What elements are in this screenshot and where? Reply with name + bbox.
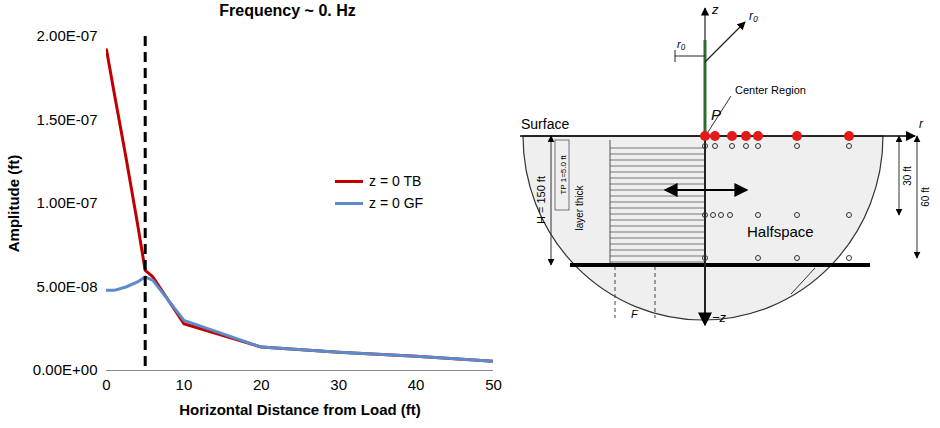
svg-text:r: r [919, 117, 924, 131]
svg-text:0.00E+00: 0.00E+00 [33, 361, 98, 378]
svg-text:0: 0 [102, 376, 110, 393]
svg-text:F: F [631, 308, 639, 320]
svg-text:2.00E-07: 2.00E-07 [37, 27, 98, 44]
svg-text:10: 10 [176, 376, 193, 393]
svg-text:5.00E-08: 5.00E-08 [37, 278, 98, 295]
svg-text:TP 1=5.0 ft: TP 1=5.0 ft [559, 155, 568, 195]
html-text:z = 0 TB: z = 0 TB [369, 173, 422, 189]
svg-text:20: 20 [253, 376, 270, 393]
svg-text:Center Region: Center Region [735, 84, 806, 96]
svg-text:z: z [711, 2, 719, 17]
svg-text:H = 150 ft: H = 150 ft [535, 176, 547, 224]
svg-text:1.50E-07: 1.50E-07 [37, 111, 98, 128]
svg-text:−z: −z [712, 310, 727, 325]
svg-text:P: P [711, 106, 721, 123]
svg-text:layer thick: layer thick [574, 184, 585, 230]
svg-text:40: 40 [408, 376, 425, 393]
html-text:z = 0 GF: z = 0 GF [369, 195, 424, 211]
svg-text:Horizontal Distance from Load: Horizontal Distance from Load (ft) [179, 401, 421, 418]
svg-text:60 ft: 60 ft [920, 187, 931, 207]
svg-text:Halfspace: Halfspace [747, 223, 814, 240]
svg-text:Amplitude (ft): Amplitude (ft) [5, 155, 22, 252]
svg-text:50: 50 [485, 376, 502, 393]
svg-text:r₀: r₀ [677, 38, 686, 50]
html-text:Frequency ~ 0. Hz: Frequency ~ 0. Hz [219, 2, 356, 19]
svg-text:Surface: Surface [521, 116, 569, 132]
svg-text:r₀: r₀ [749, 9, 758, 23]
svg-text:30 ft: 30 ft [902, 166, 913, 186]
svg-text:30: 30 [330, 376, 347, 393]
svg-text:1.00E-07: 1.00E-07 [37, 194, 98, 211]
